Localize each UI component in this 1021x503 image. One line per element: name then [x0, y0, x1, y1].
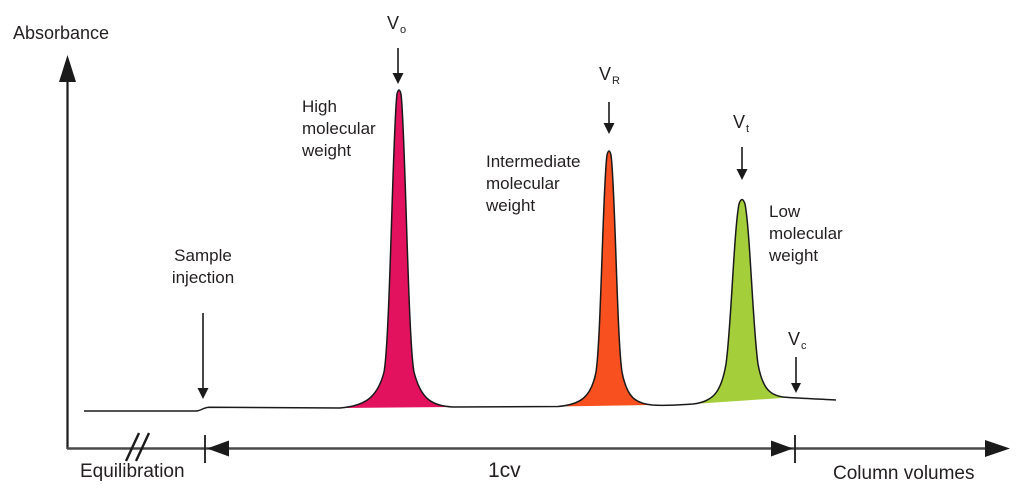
void-volume-marker-label: Vo: [387, 13, 407, 36]
sample-injection-label: Sample injection: [171, 246, 235, 287]
column-volume-marker-label: Vc: [788, 329, 807, 352]
high-mw-peak-shape: [340, 90, 453, 408]
vt-symbol: V: [733, 112, 746, 132]
vr-symbol: V: [599, 64, 612, 84]
high-molecular-weight-label: High molecular weight: [302, 97, 376, 160]
sample-injection-arrow: [197, 313, 209, 399]
vo-subscript: o: [400, 24, 407, 36]
axis-break-icon: [124, 432, 151, 462]
x-axis-title: Column volumes: [833, 463, 975, 484]
low-mw-peak-shape: [693, 199, 789, 404]
equilibration-label: Equilibration: [80, 461, 185, 482]
cv-span-right-arrowhead-icon: [771, 440, 793, 457]
vt-subscript: t: [746, 123, 750, 135]
one-cv-span-label: 1cv: [488, 459, 521, 482]
low-molecular-weight-label: Low molecular weight: [769, 202, 843, 265]
retention-volume-marker-label: VR: [599, 64, 620, 87]
vc-symbol: V: [788, 329, 801, 349]
vc-arrow: [791, 357, 801, 393]
vo-arrow: [392, 48, 404, 84]
vc-subscript: c: [801, 340, 807, 352]
total-volume-marker-label: Vt: [733, 112, 750, 135]
intermediate-mw-peak-shape: [558, 151, 652, 407]
intermediate-molecular-weight-label: Intermediate molecular weight: [486, 152, 581, 215]
x-axis-arrowhead-icon: [985, 440, 1010, 457]
cv-span-left-arrowhead-icon: [207, 440, 229, 457]
vo-symbol: V: [387, 13, 400, 33]
cv-span-markers: [204, 435, 796, 463]
y-axis-title: Absorbance: [13, 23, 110, 43]
elution-curve: [84, 89, 837, 412]
vr-subscript: R: [612, 75, 620, 87]
vr-arrow: [603, 102, 615, 134]
y-axis-arrowhead-icon: [59, 55, 76, 82]
vt-arrow: [736, 147, 748, 180]
